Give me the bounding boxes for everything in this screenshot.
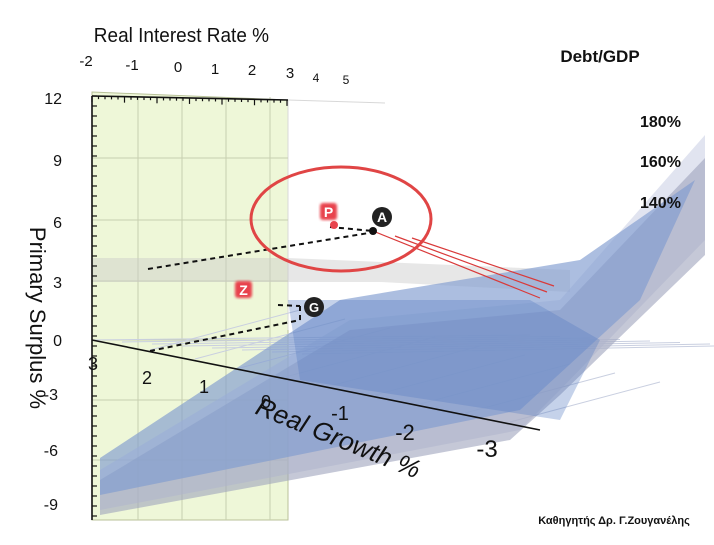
y-tick-label: 12 (44, 91, 62, 108)
right-grid-wall (287, 99, 386, 330)
z-tick-label: -1 (331, 403, 349, 425)
y-tick-label: 6 (53, 215, 62, 232)
z-tick-label: -3 (476, 436, 497, 463)
ray-3 (411, 237, 555, 287)
floor-grid-line (149, 309, 301, 351)
debt-surfaces (100, 135, 705, 515)
x-tick-label: 0 (174, 59, 182, 76)
z-tick-label: 2 (142, 368, 152, 388)
y-tick-label: -6 (44, 443, 58, 460)
y-tick-label: 3 (53, 275, 62, 292)
x-tick-label: 2 (248, 62, 256, 79)
legend-entry-160: 160% (640, 154, 681, 171)
projection-lines (147, 226, 376, 352)
x-tick-label: 4 (313, 71, 320, 85)
credit-text: Καθηγητής Δρ. Γ.Ζουγανέλης (538, 515, 690, 527)
point-p: P (320, 203, 338, 229)
legend-title: Debt/GDP (560, 47, 639, 66)
z-tick-label: 3 (88, 354, 98, 374)
x-tick-label: 5 (343, 73, 350, 87)
y-tick-label: 0 (53, 333, 62, 350)
x-tick-label: -1 (125, 57, 138, 74)
point-p-label: P (324, 204, 333, 220)
z-tick-label: 0 (261, 392, 271, 412)
z-tick-label: -2 (395, 420, 415, 445)
x-tick-label: 1 (211, 61, 219, 78)
projection-line-g-2 (277, 304, 301, 307)
z-tick-label: 1 (199, 377, 209, 397)
highlight-ellipse (249, 165, 433, 273)
y-tick-label: -3 (44, 387, 58, 404)
point-g-badge (304, 297, 324, 317)
x-tick-label: -2 (79, 53, 92, 70)
point-g: G (304, 297, 324, 317)
legend-entry-180: 180% (640, 114, 681, 131)
point-p-badge (320, 203, 337, 220)
projection-line-g-1 (149, 319, 301, 352)
y-axis-tick-labels: 12 9 6 3 0 -3 -6 -9 (44, 91, 62, 514)
point-a-badge (372, 207, 392, 227)
point-a-label: A (377, 209, 387, 225)
legend-entry-140: 140% (640, 195, 681, 212)
axis-ticks (91, 95, 288, 517)
point-g-label: G (309, 300, 319, 315)
point-a-marker (369, 227, 377, 235)
ray-1 (372, 230, 541, 299)
x-axis-title: Real Interest Rate % (94, 25, 269, 48)
point-z-label: Z (239, 282, 248, 298)
projection-line-a-2 (329, 226, 374, 232)
legend: Debt/GDP 180% 160% 140% (560, 47, 681, 212)
point-p-marker (330, 221, 338, 229)
y-tick-label: 9 (53, 153, 62, 170)
x-axis-tick-labels: -2 -1 0 1 2 3 4 5 (79, 53, 349, 87)
point-z: Z (235, 281, 252, 298)
z-axis-tick-labels: 3 2 1 0 -1 -2 -3 (88, 354, 498, 463)
projection-line-a-1 (147, 231, 376, 270)
y-tick-label: -9 (44, 497, 58, 514)
point-a: A (369, 207, 392, 235)
y-axis-title: Primary Surplus % (25, 227, 50, 409)
x-tick-label: 3 (286, 65, 294, 82)
surface-floor-shadow (288, 300, 600, 420)
surface-140 (100, 180, 695, 495)
point-z-badge (235, 281, 252, 298)
